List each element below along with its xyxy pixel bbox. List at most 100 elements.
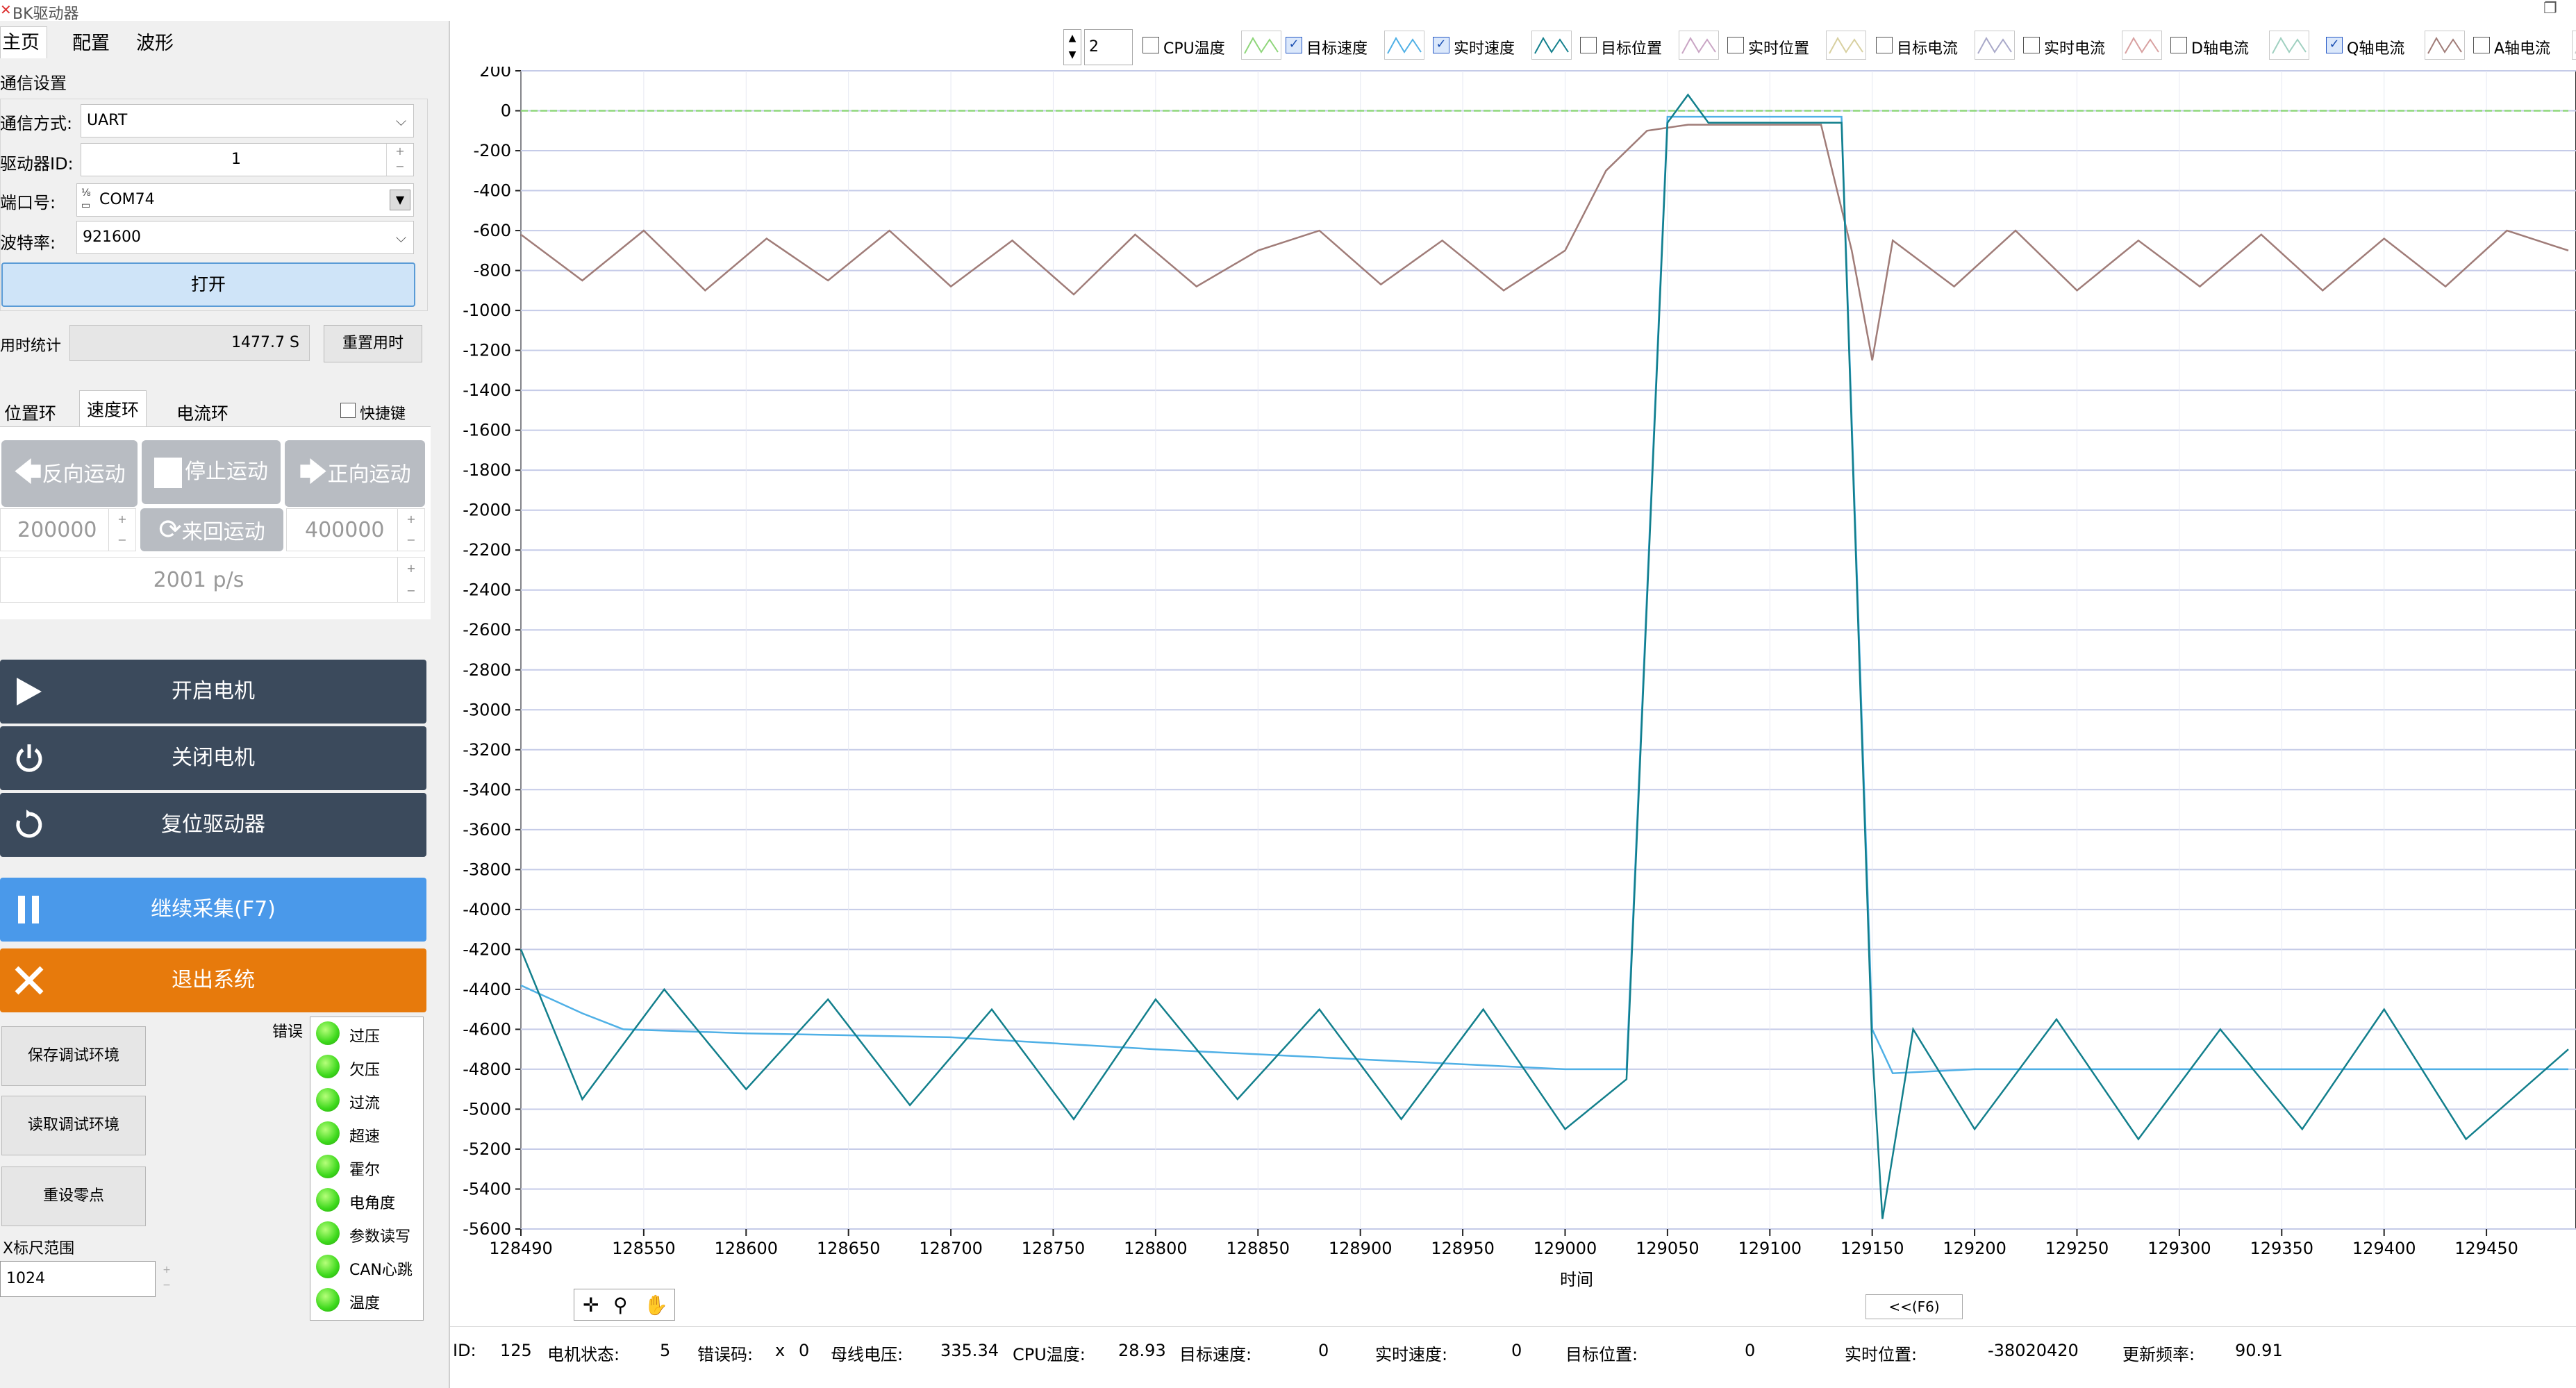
channel-checkbox[interactable]: ✓ xyxy=(1286,37,1302,53)
series-line xyxy=(520,93,2569,1219)
speed-input[interactable]: 2001 p/s + − xyxy=(0,557,425,603)
x-tick-label: 129300 xyxy=(2147,1239,2211,1258)
tab-config[interactable]: 配置 xyxy=(72,33,110,54)
y-tick-label: -4200 xyxy=(463,939,511,959)
channel-color-swatch[interactable] xyxy=(1384,31,1424,60)
channel-color-swatch[interactable] xyxy=(1679,31,1719,60)
close-icon xyxy=(15,966,44,995)
baud-select[interactable]: 921600 ⌵ xyxy=(76,221,414,254)
y-tick-label: -3000 xyxy=(463,700,511,719)
driver-id-stepper[interactable]: + − xyxy=(386,144,413,176)
forward-position-stepper[interactable]: + − xyxy=(397,509,424,551)
reverse-position-stepper[interactable]: + − xyxy=(108,509,135,551)
tab-waveform[interactable]: 波形 xyxy=(136,33,174,54)
x-tick-label: 129150 xyxy=(1840,1239,1904,1258)
speed-stepper[interactable]: + − xyxy=(397,558,424,602)
status-id-value: 125 xyxy=(500,1341,532,1360)
channel-checkbox[interactable] xyxy=(1876,37,1893,53)
load-env-button[interactable]: 读取调试环境 xyxy=(1,1096,146,1155)
baud-value: 921600 xyxy=(83,228,141,246)
exit-button[interactable]: 退出系统 xyxy=(0,948,426,1012)
chart-xlabel: 时间 xyxy=(1560,1270,1593,1289)
y-tick-label: -4000 xyxy=(463,900,511,919)
channel-color-swatch[interactable] xyxy=(1826,31,1866,60)
channel-count-input[interactable]: 2 xyxy=(1084,29,1133,65)
channel-label: CPU温度 xyxy=(1163,40,1225,58)
open-port-button[interactable]: 打开 xyxy=(1,262,415,307)
x-tick-label: 128800 xyxy=(1124,1239,1188,1258)
channel-count-spinner[interactable]: ▲ ▼ xyxy=(1063,29,1081,65)
reset-zero-button[interactable]: 重设零点 xyxy=(1,1167,146,1226)
forward-position-input[interactable]: 400000 + − xyxy=(286,508,425,551)
chevron-down-icon: ⌵ xyxy=(395,112,406,129)
window-title: BK驱动器 xyxy=(13,6,79,23)
waveform-chart[interactable]: 200 0 -200 -400 -600 -800 -1000 -1200 -1400 -1600… xyxy=(450,67,2576,1289)
forward-label: 正向运动 xyxy=(327,462,411,487)
pan-tool-icon[interactable]: ✋ xyxy=(644,1294,668,1316)
status-bus-value: 335.34 xyxy=(940,1341,999,1360)
channel-color-swatch[interactable] xyxy=(1241,31,1281,60)
comm-group xyxy=(0,99,428,311)
y-tick-label: -4800 xyxy=(463,1060,511,1079)
status-target-pos-value: 0 xyxy=(1745,1341,1756,1360)
channel-checkbox[interactable]: ✓ xyxy=(1433,37,1449,53)
status-error-x: x xyxy=(775,1341,786,1360)
y-tick-label: -2400 xyxy=(463,580,511,600)
cursor-tool-icon[interactable]: ✛ xyxy=(583,1294,599,1316)
hotkey-checkbox[interactable] xyxy=(340,403,356,418)
comm-mode-select[interactable]: UART ⌵ xyxy=(81,104,414,137)
channel-label: A轴电流 xyxy=(2494,40,2551,58)
reset-driver-button[interactable]: 复位驱动器 xyxy=(0,793,426,857)
restore-icon[interactable]: ❐ xyxy=(2543,0,2557,17)
reverse-button[interactable]: 🡄反向运动 xyxy=(1,440,138,507)
tab-current-loop[interactable]: 电流环 xyxy=(176,403,229,424)
reset-timer-button[interactable]: 重置用时 xyxy=(324,325,422,362)
channel-color-swatch[interactable] xyxy=(1531,31,1572,60)
led-indicator xyxy=(316,1088,340,1112)
tab-position-loop[interactable]: 位置环 xyxy=(4,403,57,424)
stop-motor-button[interactable]: 关闭电机 xyxy=(0,726,426,790)
port-select[interactable]: ⅛ ▭ COM74 ▼ xyxy=(76,183,414,217)
xrange-input[interactable]: 1024 xyxy=(0,1261,156,1297)
zoom-tool-icon[interactable]: ⚲ xyxy=(613,1294,628,1316)
x-tick-label: 128550 xyxy=(612,1239,676,1258)
y-tick-label: -1000 xyxy=(463,301,511,320)
tab-speed-loop[interactable]: 速度环 xyxy=(79,390,147,430)
status-bar: ID: 125 电机状态: 5 错误码: x 0 母线电压: 335.34 CP… xyxy=(450,1326,2576,1388)
channel-label: D轴电流 xyxy=(2191,40,2249,58)
channel-color-swatch[interactable] xyxy=(2269,31,2309,60)
channel-color-swatch[interactable] xyxy=(1975,31,2015,60)
channel-checkbox[interactable] xyxy=(2473,37,2490,53)
error-label: 霍尔 xyxy=(349,1162,381,1179)
tab-home[interactable]: 主页 xyxy=(0,26,47,58)
channel-checkbox[interactable] xyxy=(2170,37,2187,53)
start-motor-button[interactable]: 开启电机 xyxy=(0,660,426,724)
channel-color-swatch[interactable] xyxy=(2572,31,2576,60)
reciprocate-button[interactable]: ⟳来回运动 xyxy=(140,508,283,551)
nav-back-button[interactable]: <<(F6) xyxy=(1865,1294,1963,1319)
continue-capture-button[interactable]: 继续采集(F7) xyxy=(0,878,426,942)
arrow-right-icon: 🡆 xyxy=(299,456,328,488)
status-state-value: 5 xyxy=(660,1341,671,1360)
reset-icon xyxy=(16,810,42,838)
x-tick-label: 129000 xyxy=(1534,1239,1597,1258)
channel-label: 目标位置 xyxy=(1601,40,1663,58)
channel-checkbox[interactable] xyxy=(1142,37,1159,53)
xrange-stepper[interactable]: + − xyxy=(163,1264,171,1291)
stop-button[interactable]: 停止运动 xyxy=(142,440,281,504)
save-env-button[interactable]: 保存调试环境 xyxy=(1,1026,146,1086)
dropdown-arrow-icon[interactable]: ▼ xyxy=(390,190,410,210)
channel-checkbox[interactable] xyxy=(1727,37,1744,53)
start-motor-label: 开启电机 xyxy=(172,679,255,703)
driver-id-input[interactable]: 1 + − xyxy=(81,143,414,176)
channel-color-swatch[interactable] xyxy=(2425,31,2465,60)
channel-color-swatch[interactable] xyxy=(2122,31,2162,60)
x-tick-label: 129350 xyxy=(2250,1239,2313,1258)
led-indicator xyxy=(316,1021,340,1045)
forward-button[interactable]: 🡆正向运动 xyxy=(285,440,425,507)
reverse-position-input[interactable]: 200000 + − xyxy=(0,508,136,551)
channel-checkbox[interactable]: ✓ xyxy=(2326,37,2343,53)
channel-checkbox[interactable] xyxy=(2023,37,2040,53)
channel-checkbox[interactable] xyxy=(1580,37,1597,53)
led-indicator xyxy=(316,1121,340,1145)
